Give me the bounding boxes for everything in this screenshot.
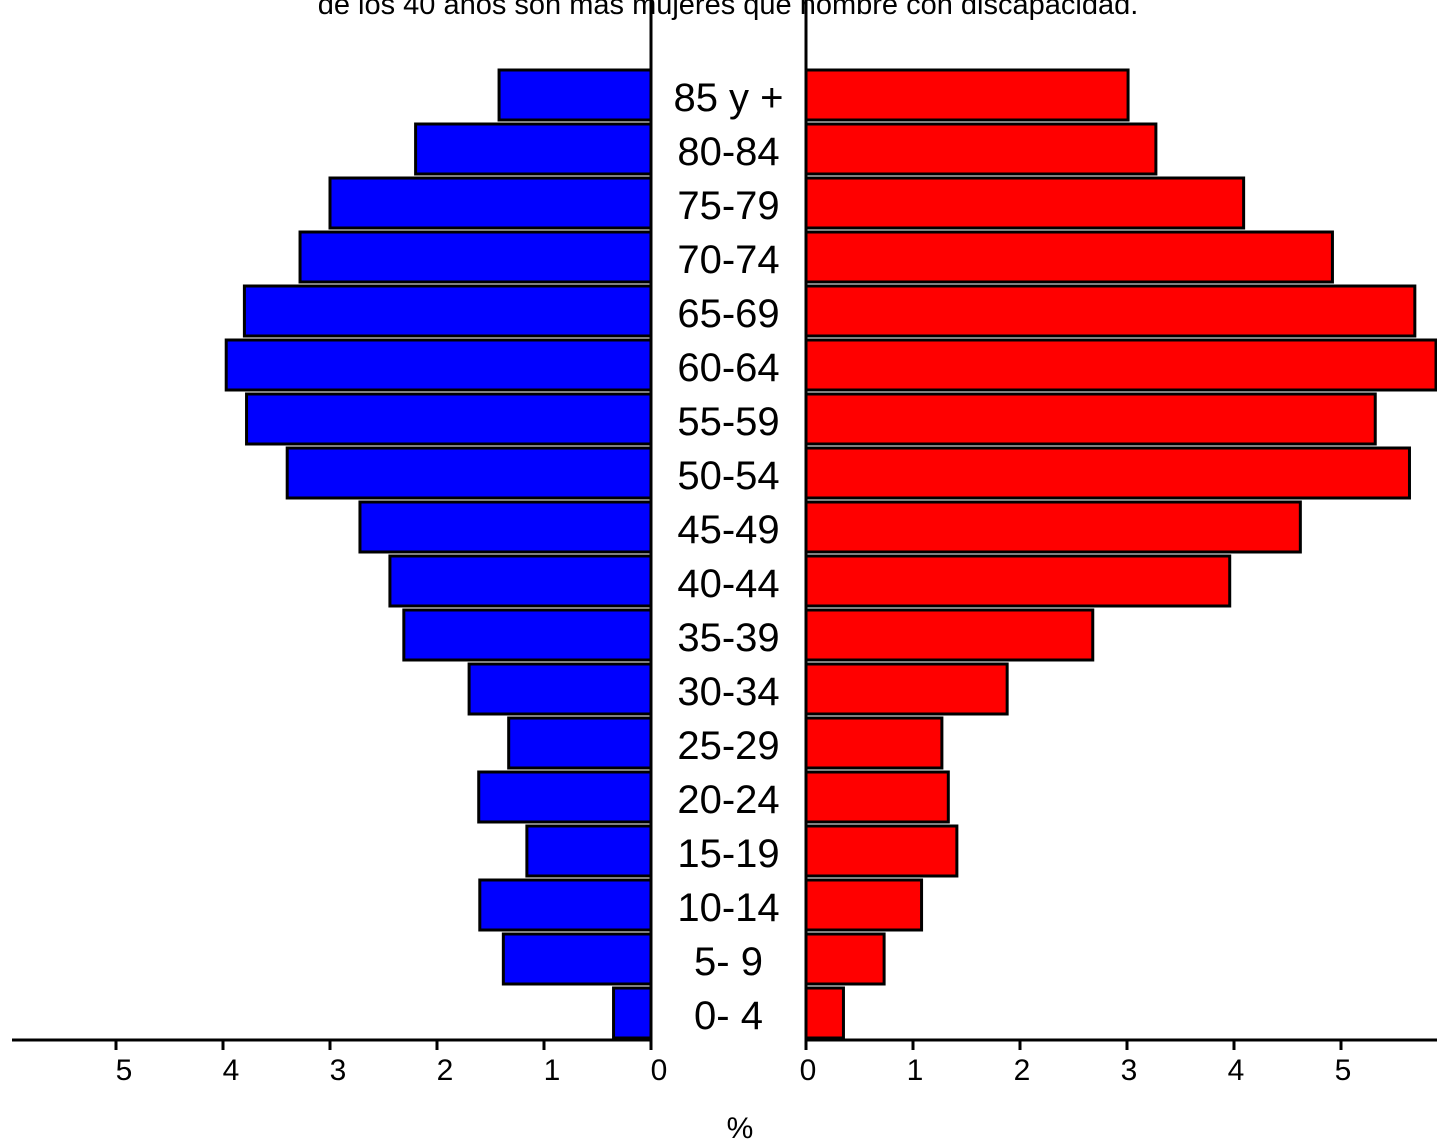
right-tick-label: 5	[1335, 1054, 1352, 1087]
left-bar	[525, 824, 653, 878]
left-tick-label: 4	[223, 1054, 240, 1087]
right-bar	[804, 230, 1334, 284]
age-group-label: 20-24	[677, 778, 779, 822]
left-bar	[612, 986, 653, 1040]
right-bars	[804, 68, 1437, 1040]
age-group-label: 30-34	[677, 670, 779, 714]
right-bar	[804, 392, 1377, 446]
right-tick-label: 1	[907, 1054, 924, 1087]
right-bar	[804, 878, 924, 932]
left-bar	[497, 68, 653, 122]
right-ticks: 0 1 2 3 4 5	[800, 1040, 1352, 1087]
right-tick-label: 4	[1228, 1054, 1245, 1087]
age-group-label: 85 y +	[673, 76, 783, 120]
right-bar	[804, 608, 1095, 662]
right-bar	[804, 284, 1417, 338]
left-tick-label: 1	[544, 1054, 561, 1087]
title-layer: de los 40 años son más mujeres que hombr…	[318, 0, 1139, 21]
right-bar	[804, 824, 959, 878]
age-group-label: 15-19	[677, 832, 779, 876]
chart-title: de los 40 años son más mujeres que hombr…	[318, 0, 1139, 21]
age-group-label: 35-39	[677, 616, 779, 660]
right-bar	[804, 770, 950, 824]
left-bar	[507, 716, 653, 770]
age-group-label: 60-64	[677, 346, 779, 390]
right-bar	[804, 554, 1232, 608]
age-group-label: 75-79	[677, 184, 779, 228]
left-tick-label: 0	[651, 1054, 668, 1087]
age-group-label: 40-44	[677, 562, 779, 606]
right-bar	[804, 68, 1130, 122]
left-bar	[245, 392, 653, 446]
age-group-label: 80-84	[677, 130, 779, 174]
left-bar	[402, 608, 653, 662]
left-tick-label: 5	[116, 1054, 133, 1087]
right-tick-label: 0	[800, 1054, 817, 1087]
right-bar	[804, 716, 944, 770]
age-group-labels: 0- 4 5- 9 10-14 15-19 20-24 25-29 30-34 35-39 40…	[673, 76, 783, 1038]
age-group-label: 55-59	[677, 400, 779, 444]
left-bars	[224, 68, 653, 1040]
right-bar	[804, 986, 845, 1040]
right-bar	[804, 932, 886, 986]
right-tick-label: 3	[1121, 1054, 1138, 1087]
left-bar	[414, 122, 653, 176]
left-bar	[501, 932, 653, 986]
left-bar	[242, 284, 653, 338]
left-ticks: 5 4 3 2 1 0	[114, 1040, 668, 1087]
right-bar	[804, 122, 1158, 176]
right-bar	[804, 338, 1437, 392]
right-bar	[804, 446, 1411, 500]
left-tick-label: 2	[437, 1054, 454, 1087]
left-bar	[388, 554, 653, 608]
age-group-label: 70-74	[677, 238, 779, 282]
left-tick-label: 3	[330, 1054, 347, 1087]
left-bar	[328, 176, 653, 230]
left-bar	[478, 878, 653, 932]
left-bar	[224, 338, 653, 392]
age-group-label: 65-69	[677, 292, 779, 336]
x-axis-label: %	[727, 1112, 754, 1143]
left-bar	[477, 770, 653, 824]
right-tick-label: 2	[1014, 1054, 1031, 1087]
left-bar	[298, 230, 653, 284]
right-bar	[804, 500, 1302, 554]
left-bar	[285, 446, 653, 500]
age-group-label: 50-54	[677, 454, 779, 498]
left-bar	[358, 500, 653, 554]
age-group-label: 0- 4	[694, 994, 763, 1038]
age-group-label: 45-49	[677, 508, 779, 552]
right-bar	[804, 662, 1009, 716]
age-group-label: 25-29	[677, 724, 779, 768]
age-group-label: 5- 9	[694, 940, 763, 984]
left-bar	[467, 662, 653, 716]
right-bar	[804, 176, 1246, 230]
age-group-label: 10-14	[677, 886, 779, 930]
